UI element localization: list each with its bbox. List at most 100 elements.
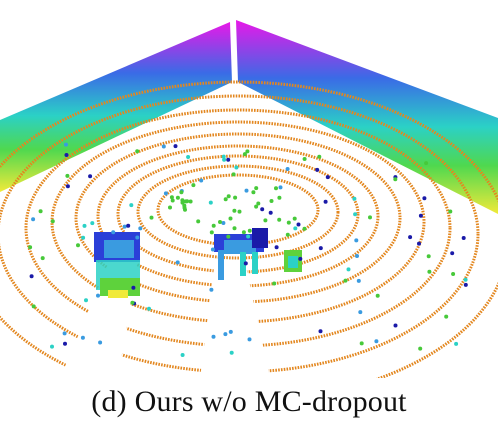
scatter-point [180,200,185,205]
scatter-point [256,201,261,206]
scatter-point [418,213,423,218]
scatter-point [244,188,249,193]
scatter-point [65,184,70,189]
scatter-point [454,341,459,346]
scatter-point [393,323,398,328]
scatter-point [352,196,357,201]
scatter-point [131,285,136,290]
scatter-point [231,172,236,177]
scatter-point [208,200,213,205]
figure-caption: (d) Ours w/o MC-dropout [0,385,498,419]
caption-label: (d) [91,385,127,418]
scatter-point [285,232,290,237]
scatter-point [64,153,69,157]
scatter-point [463,282,468,287]
scatter-point [368,215,372,220]
scatter-point [84,298,88,303]
left-object-cluster [94,232,140,298]
scatter-point [223,332,228,337]
scatter-point [353,212,358,217]
scatter-point [50,344,54,349]
scatter-point [168,205,172,210]
scatter-point [64,142,68,147]
scatter-point [29,274,34,279]
scatter-point [269,199,274,203]
scatter-point [346,267,351,272]
scatter-point [122,224,127,229]
scatter-point [355,254,359,258]
caption-text: Ours w/o MC-dropout [134,385,407,418]
scatter-point [209,230,214,235]
scatter-point [234,165,239,170]
scatter-point [50,219,55,224]
scatter-point [418,346,423,351]
center-object-cluster [214,228,302,280]
scatter-point [218,220,222,224]
scatter-point [31,217,36,222]
scatter-point [422,196,427,201]
scatter-point [451,272,456,276]
scatter-point [356,278,361,283]
scatter-point [169,195,174,200]
scatter-point [163,191,168,196]
scatter-point [272,281,277,286]
scatter-point [292,216,297,221]
scatter-point [293,226,298,231]
scatter-point [426,254,431,259]
scatter-point [315,167,320,172]
scatter-point [317,154,322,159]
scatter-point [135,235,140,240]
scatter-point [277,217,282,222]
scatter-point [211,223,216,228]
scatter-point [246,234,251,239]
scatter-point [254,204,259,209]
scatter-point [191,183,196,188]
scatter-point [111,230,116,235]
scatter-point [81,235,86,240]
scatter-point [461,236,466,240]
scatter-point [263,218,268,223]
scatter-point [242,152,247,157]
scattered-points [28,142,468,357]
scatter-point [354,238,359,243]
scatter-point [221,221,226,225]
scatter-point [247,228,252,233]
scatter-point [408,235,413,240]
scatter-point [209,287,214,292]
scatter-point [243,261,248,266]
scatter-point [40,256,45,261]
scatter-point [226,234,231,239]
scatter-point [175,195,180,200]
scatter-point [448,209,453,214]
scatter-point [135,149,140,154]
scatter-point [260,207,265,212]
scatter-point [359,341,364,346]
scatter-point [31,304,36,309]
scatter-point [296,222,301,227]
scatter-point [223,197,228,202]
scatter-point [444,314,449,319]
scatter-point [210,247,215,252]
scatter-point [199,178,204,183]
scatter-point [63,341,67,346]
scatter-point [62,331,67,336]
scatter-point [302,157,307,161]
scatter-point [149,215,154,220]
scatter-point [28,245,33,250]
scatter-point [268,210,273,215]
left-wall [0,22,232,192]
scatter-point [126,223,131,228]
scatter-point [173,144,178,149]
scatter-point [251,190,256,195]
scatter-point [180,353,185,357]
scatter-point [188,199,193,204]
scatter-point [228,329,233,334]
scatter-point [211,334,216,339]
scatter-point [274,186,278,191]
scatter-point [245,149,250,154]
scatter-point [96,293,100,298]
scatter-point [247,337,252,342]
occlusion-wedge-2 [200,260,270,378]
scatter-point [228,216,233,221]
